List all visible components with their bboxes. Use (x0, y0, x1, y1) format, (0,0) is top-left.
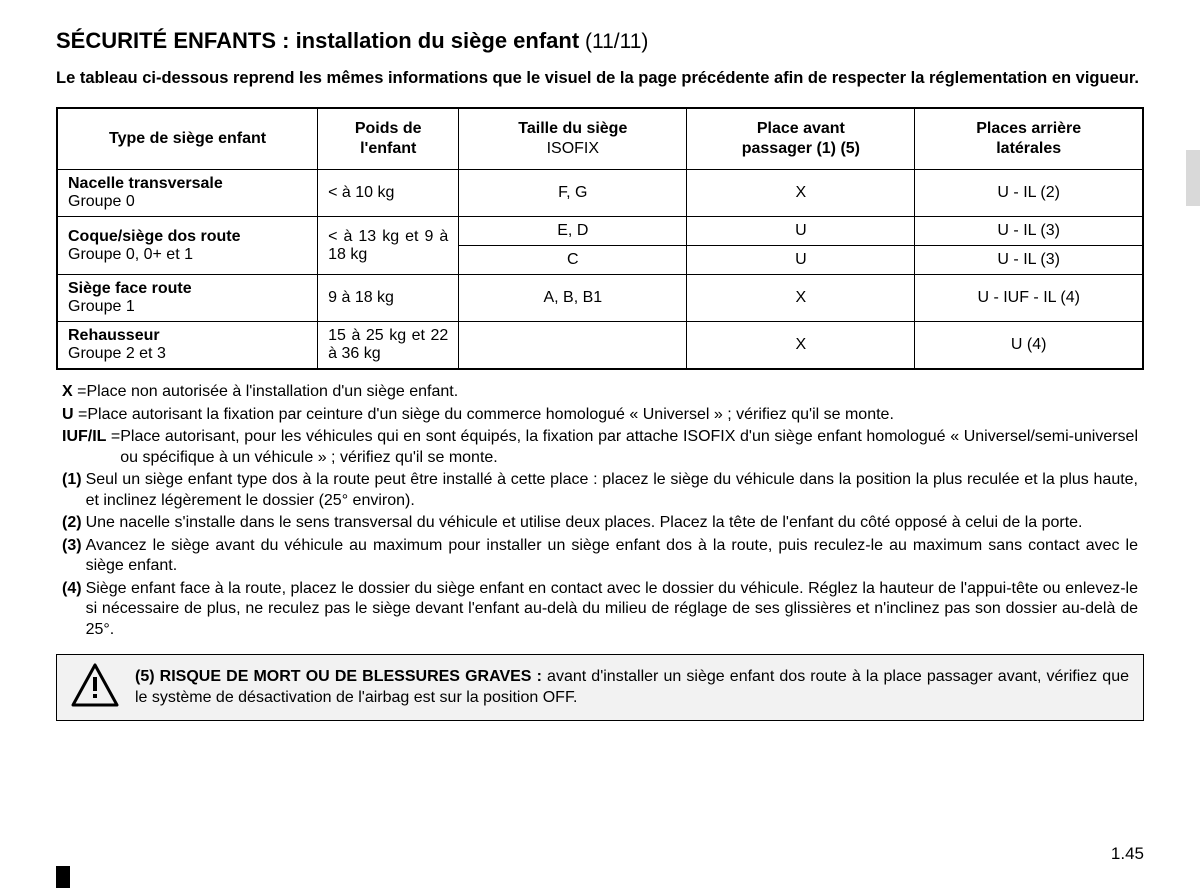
cell-seat-type: Coque/siège dos route Groupe 0, 0+ et 1 (57, 217, 318, 275)
cell-front: U (687, 246, 915, 275)
seat-type-sub: Groupe 1 (68, 298, 135, 315)
title-counter: (11/11) (579, 30, 648, 53)
legend-key-bold: X (62, 383, 73, 400)
note-number: (3) (62, 536, 86, 577)
cell-rear: U - IL (2) (915, 170, 1143, 217)
note-number: (4) (62, 579, 86, 640)
warning-icon (71, 663, 119, 712)
col-rear-l1: Places arrière (976, 120, 1081, 137)
legend-item: U = Place autorisant la fixation par cei… (62, 405, 1138, 425)
legend-note: (3) Avancez le siège avant du véhicule a… (62, 536, 1138, 577)
seat-type-sub: Groupe 2 et 3 (68, 345, 166, 362)
legend-key-bold: U (62, 406, 74, 423)
cell-isofix: F, G (459, 170, 687, 217)
legend-eq: = (74, 406, 88, 423)
cell-isofix: C (459, 246, 687, 275)
cell-rear: U - IUF - IL (4) (915, 275, 1143, 322)
legend-note: (1) Seul un siège enfant type dos à la r… (62, 470, 1138, 511)
cell-isofix: E, D (459, 217, 687, 246)
legend-key: U = (62, 405, 87, 425)
seat-type-bold: Siège face route (68, 280, 307, 298)
col-seat-type: Type de siège enfant (57, 108, 318, 170)
note-number: (1) (62, 470, 86, 511)
seat-type-bold: Coque/siège dos route (68, 228, 307, 246)
cell-isofix (459, 322, 687, 370)
cell-weight: 9 à 18 kg (318, 275, 459, 322)
legend-note: (4) Siège enfant face à la route, placez… (62, 579, 1138, 640)
cell-seat-type: Rehausseur Groupe 2 et 3 (57, 322, 318, 370)
page-title: SÉCURITÉ ENFANTS : installation du siège… (56, 28, 1144, 54)
seat-type-bold: Nacelle transversale (68, 175, 307, 193)
note-number: (2) (62, 513, 86, 533)
seat-type-bold: Rehausseur (68, 327, 307, 345)
cell-rear: U (4) (915, 322, 1143, 370)
legend-text: Place autorisant, pour les véhicules qui… (120, 427, 1138, 468)
cell-isofix: A, B, B1 (459, 275, 687, 322)
warning-text: (5) RISQUE DE MORT OU DE BLESSURES GRAVE… (135, 667, 1129, 709)
legend-eq: = (73, 383, 87, 400)
cell-seat-type: Nacelle transversale Groupe 0 (57, 170, 318, 217)
intro-text: Le tableau ci-dessous reprend les mêmes … (56, 68, 1144, 89)
cell-rear: U - IL (3) (915, 217, 1143, 246)
legend-item: IUF/IL = Place autorisant, pour les véhi… (62, 427, 1138, 468)
table-row: Rehausseur Groupe 2 et 3 15 à 25 kg et 2… (57, 322, 1143, 370)
child-seat-table: Type de siège enfant Poids de l'enfant T… (56, 107, 1144, 370)
corner-marker (56, 866, 70, 888)
note-text: Une nacelle s'installe dans le sens tran… (86, 513, 1138, 533)
legend-text: Place autorisant la fixation par ceintur… (87, 405, 1138, 425)
col-weight-l1: Poids de (355, 120, 422, 137)
col-isofix-l1: Taille du siège (518, 120, 627, 137)
note-text: Siège enfant face à la route, placez le … (86, 579, 1138, 640)
col-front: Place avant passager (1) (5) (687, 108, 915, 170)
legend-key-bold: IUF/IL (62, 428, 106, 445)
cell-weight: 15 à 25 kg et 22 à 36 kg (318, 322, 459, 370)
page-content: SÉCURITÉ ENFANTS : installation du siège… (0, 0, 1200, 741)
cell-weight: < à 10 kg (318, 170, 459, 217)
legend-text: Place non autorisée à l'installation d'u… (86, 382, 1138, 402)
legend-key: IUF/IL = (62, 427, 120, 468)
cell-front: X (687, 170, 915, 217)
cell-front: U (687, 217, 915, 246)
cell-weight: < à 13 kg et 9 à 18 kg (318, 217, 459, 275)
cell-rear: U - IL (3) (915, 246, 1143, 275)
table-row: Siège face route Groupe 1 9 à 18 kg A, B… (57, 275, 1143, 322)
cell-seat-type: Siège face route Groupe 1 (57, 275, 318, 322)
title-main: SÉCURITÉ ENFANTS : installation du siège… (56, 28, 579, 53)
legend-item: X = Place non autorisée à l'installation… (62, 382, 1138, 402)
side-tab (1186, 150, 1200, 206)
col-front-l1: Place avant (757, 120, 845, 137)
cell-front: X (687, 275, 915, 322)
table-header-row: Type de siège enfant Poids de l'enfant T… (57, 108, 1143, 170)
legend-block: X = Place non autorisée à l'installation… (56, 382, 1144, 640)
seat-type-sub: Groupe 0, 0+ et 1 (68, 246, 193, 263)
page-number: 1.45 (1111, 844, 1144, 864)
legend-note: (2) Une nacelle s'installe dans le sens … (62, 513, 1138, 533)
note-text: Avancez le siège avant du véhicule au ma… (86, 536, 1138, 577)
col-weight: Poids de l'enfant (318, 108, 459, 170)
col-isofix: Taille du siège ISOFIX (459, 108, 687, 170)
seat-type-sub: Groupe 0 (68, 193, 135, 210)
warning-bold: (5) RISQUE DE MORT OU DE BLESSURES GRAVE… (135, 668, 542, 685)
col-rear: Places arrière latérales (915, 108, 1143, 170)
legend-key: X = (62, 382, 86, 402)
col-isofix-l2: ISOFIX (467, 139, 678, 159)
col-weight-l2: l'enfant (360, 140, 416, 157)
legend-eq: = (106, 428, 120, 445)
warning-box: (5) RISQUE DE MORT OU DE BLESSURES GRAVE… (56, 654, 1144, 721)
col-front-l2: passager (1) (5) (742, 140, 860, 157)
table-row: Nacelle transversale Groupe 0 < à 10 kg … (57, 170, 1143, 217)
cell-front: X (687, 322, 915, 370)
table-row: Coque/siège dos route Groupe 0, 0+ et 1 … (57, 217, 1143, 246)
note-text: Seul un siège enfant type dos à la route… (86, 470, 1138, 511)
col-rear-l2: latérales (996, 140, 1061, 157)
